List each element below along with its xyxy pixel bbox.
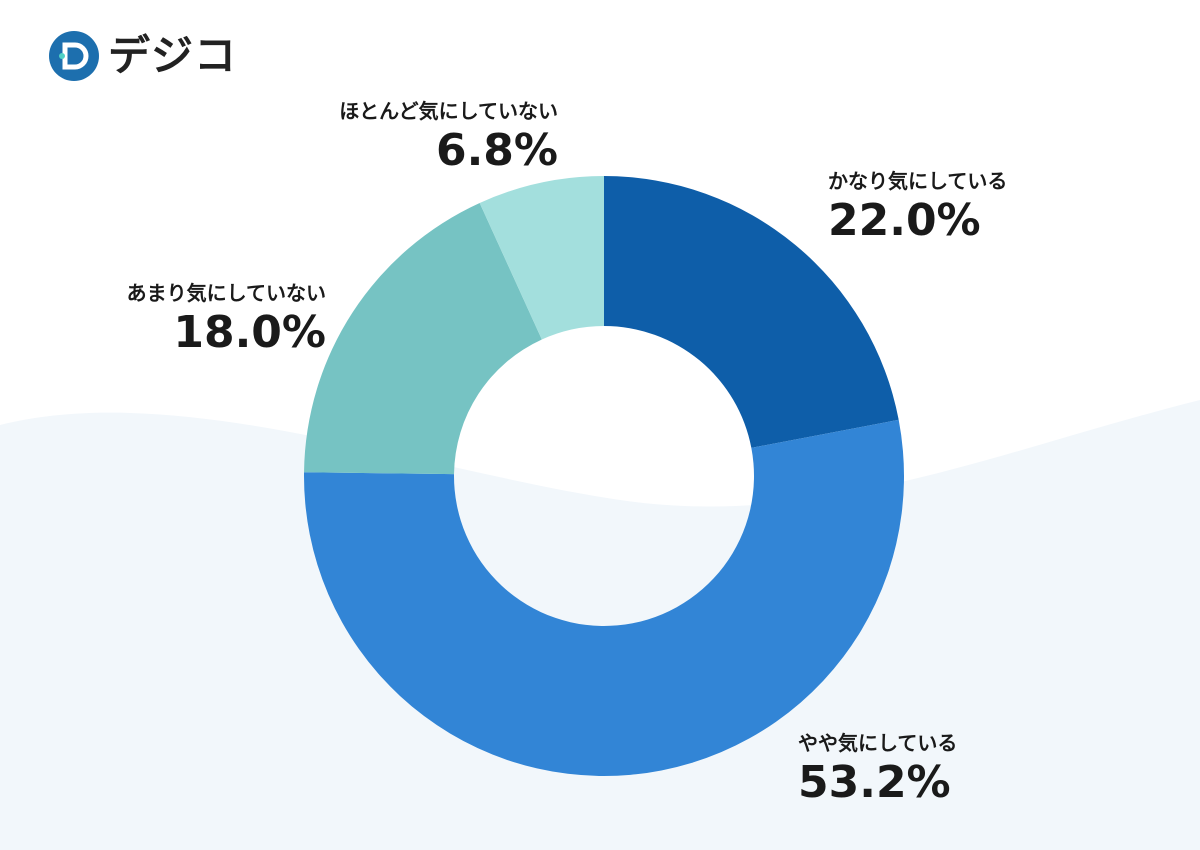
digiko-logo-icon (49, 31, 99, 81)
label-kanari-category: かなり気にしている (828, 169, 1008, 193)
label-yaya-value: 53.2% (798, 757, 951, 808)
label-amari: あまり気にしていない 18.0% (127, 280, 326, 360)
logo: デジコ (48, 30, 237, 82)
slice-kanari (604, 176, 899, 448)
slice-yaya (303, 419, 904, 777)
label-hotondo-value: 6.8% (435, 125, 558, 176)
slice-amari (304, 202, 542, 475)
label-yaya: やや気にしている 53.2% (798, 730, 957, 810)
label-kanari-value: 22.0% (828, 195, 981, 246)
label-kanari: かなり気にしている 22.0% (828, 168, 1007, 248)
slice-hotondo (479, 176, 604, 340)
label-hotondo: ほとんど気にしていない 6.8% (339, 98, 558, 178)
label-hotondo-category: ほとんど気にしていない (339, 99, 558, 123)
label-yaya-category: やや気にしている (798, 731, 958, 755)
label-amari-category: あまり気にしていない (126, 281, 326, 305)
label-amari-value: 18.0% (173, 307, 326, 358)
logo-text: デジコ (108, 31, 238, 80)
